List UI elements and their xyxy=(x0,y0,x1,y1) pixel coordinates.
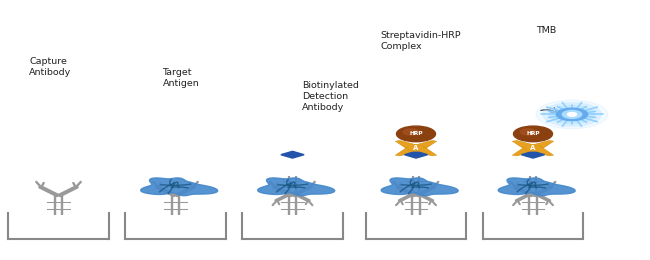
Polygon shape xyxy=(512,140,541,150)
Polygon shape xyxy=(395,147,424,156)
Polygon shape xyxy=(281,151,304,158)
Text: Target
Antigen: Target Antigen xyxy=(162,68,200,88)
Polygon shape xyxy=(141,178,218,196)
Text: HRP: HRP xyxy=(410,131,422,137)
Polygon shape xyxy=(408,140,437,150)
Circle shape xyxy=(521,129,536,135)
Text: TMB: TMB xyxy=(536,26,556,35)
Circle shape xyxy=(567,113,577,116)
Polygon shape xyxy=(382,178,458,196)
Polygon shape xyxy=(525,147,554,156)
Polygon shape xyxy=(512,147,541,156)
Text: Biotinylated
Detection
Antibody: Biotinylated Detection Antibody xyxy=(302,81,359,112)
Polygon shape xyxy=(499,178,575,196)
Text: A: A xyxy=(530,145,536,151)
Circle shape xyxy=(403,129,419,135)
Circle shape xyxy=(514,126,552,142)
Circle shape xyxy=(556,108,588,121)
Text: HRP: HRP xyxy=(526,131,539,137)
Circle shape xyxy=(396,126,436,142)
Polygon shape xyxy=(404,151,428,158)
Circle shape xyxy=(562,110,582,118)
Circle shape xyxy=(525,145,541,151)
Text: Capture
Antibody: Capture Antibody xyxy=(29,57,72,77)
Circle shape xyxy=(408,145,424,151)
Polygon shape xyxy=(525,140,554,150)
Text: Streptavidin-HRP
Complex: Streptavidin-HRP Complex xyxy=(380,31,461,51)
Polygon shape xyxy=(521,151,545,158)
Polygon shape xyxy=(408,147,437,156)
Circle shape xyxy=(549,105,595,124)
Polygon shape xyxy=(395,140,424,150)
Circle shape xyxy=(536,100,608,129)
Circle shape xyxy=(543,103,601,126)
Polygon shape xyxy=(258,178,335,196)
Text: A: A xyxy=(413,145,419,151)
